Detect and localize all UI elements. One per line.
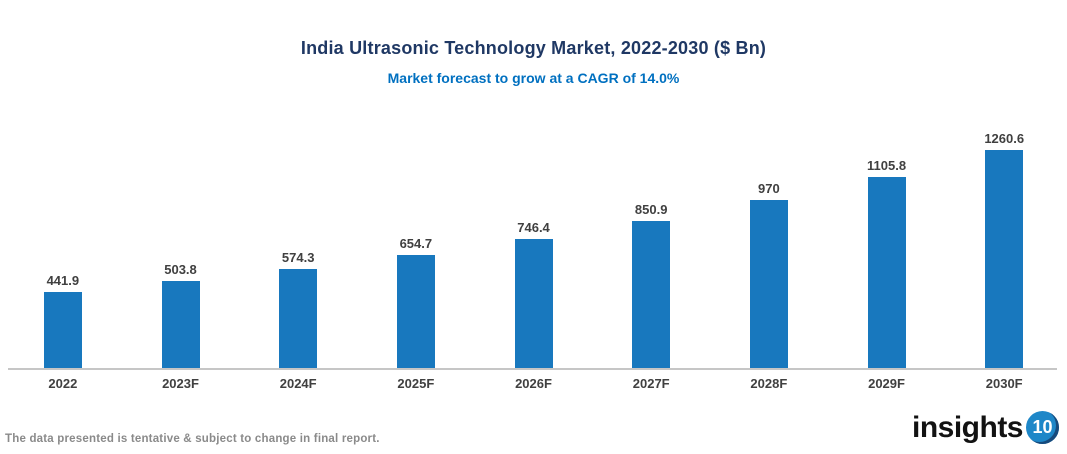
x-axis-label: 2026F xyxy=(515,376,552,391)
bar xyxy=(514,239,553,368)
x-axis-label: 2024F xyxy=(279,376,317,391)
bar-column: 503.8 xyxy=(122,262,240,368)
bar-column: 746.4 xyxy=(475,220,593,368)
bar xyxy=(43,292,82,368)
bar-column: 574.3 xyxy=(239,250,357,368)
x-axis-label: 2029F xyxy=(868,376,905,391)
bar-column: 654.7 xyxy=(357,236,475,368)
x-axis-label: 2030F xyxy=(985,376,1023,391)
plot-area: 441.9 503.8 574.3 654.7 746.4 850.9 970 1105.8 1… xyxy=(4,120,1063,368)
footer-disclaimer: The data presented is tentative & subjec… xyxy=(5,433,380,445)
bar-column: 441.9 xyxy=(4,273,122,368)
bar-column: 1105.8 xyxy=(828,158,946,368)
bar-value-label: 850.9 xyxy=(634,202,668,217)
bar-value-label: 970 xyxy=(758,181,780,196)
logo-text: insights xyxy=(911,410,1024,444)
bar xyxy=(396,255,435,368)
bar xyxy=(749,200,788,368)
bar xyxy=(279,269,318,368)
bar-value-label: 441.9 xyxy=(46,273,80,288)
bar xyxy=(632,221,671,368)
x-axis-label: 2022 xyxy=(48,376,78,391)
x-axis-label: 2025F xyxy=(397,376,435,391)
x-axis-label: 2028F xyxy=(750,376,788,391)
chart-title: India Ultrasonic Technology Market, 2022… xyxy=(300,38,767,58)
bar-value-label: 654.7 xyxy=(399,236,433,251)
bar-column: 850.9 xyxy=(592,202,710,368)
logo-badge: 10 xyxy=(1026,411,1059,444)
bar-value-label: 503.8 xyxy=(164,262,197,277)
bar-value-label: 574.3 xyxy=(281,250,315,265)
x-axis-label: 2023F xyxy=(162,376,199,391)
bar-column: 970 xyxy=(710,181,828,368)
bar-value-label: 1105.8 xyxy=(867,158,907,173)
bar-value-label: 1260.6 xyxy=(984,131,1025,146)
x-axis-line xyxy=(8,368,1057,370)
bar xyxy=(867,177,906,368)
bar xyxy=(985,150,1024,368)
chart-subtitle: Market forecast to grow at a CAGR of 14.… xyxy=(387,70,680,86)
bar-value-label: 746.4 xyxy=(517,220,550,235)
bar-column: 1260.6 xyxy=(945,131,1063,368)
bar xyxy=(161,281,200,368)
x-axis-labels: 2022 2023F 2024F 2025F 2026F 2027F 2028F 2029F 2… xyxy=(4,376,1063,391)
x-axis-label: 2027F xyxy=(632,376,670,391)
insights10-logo: insights 10 xyxy=(912,411,1059,444)
